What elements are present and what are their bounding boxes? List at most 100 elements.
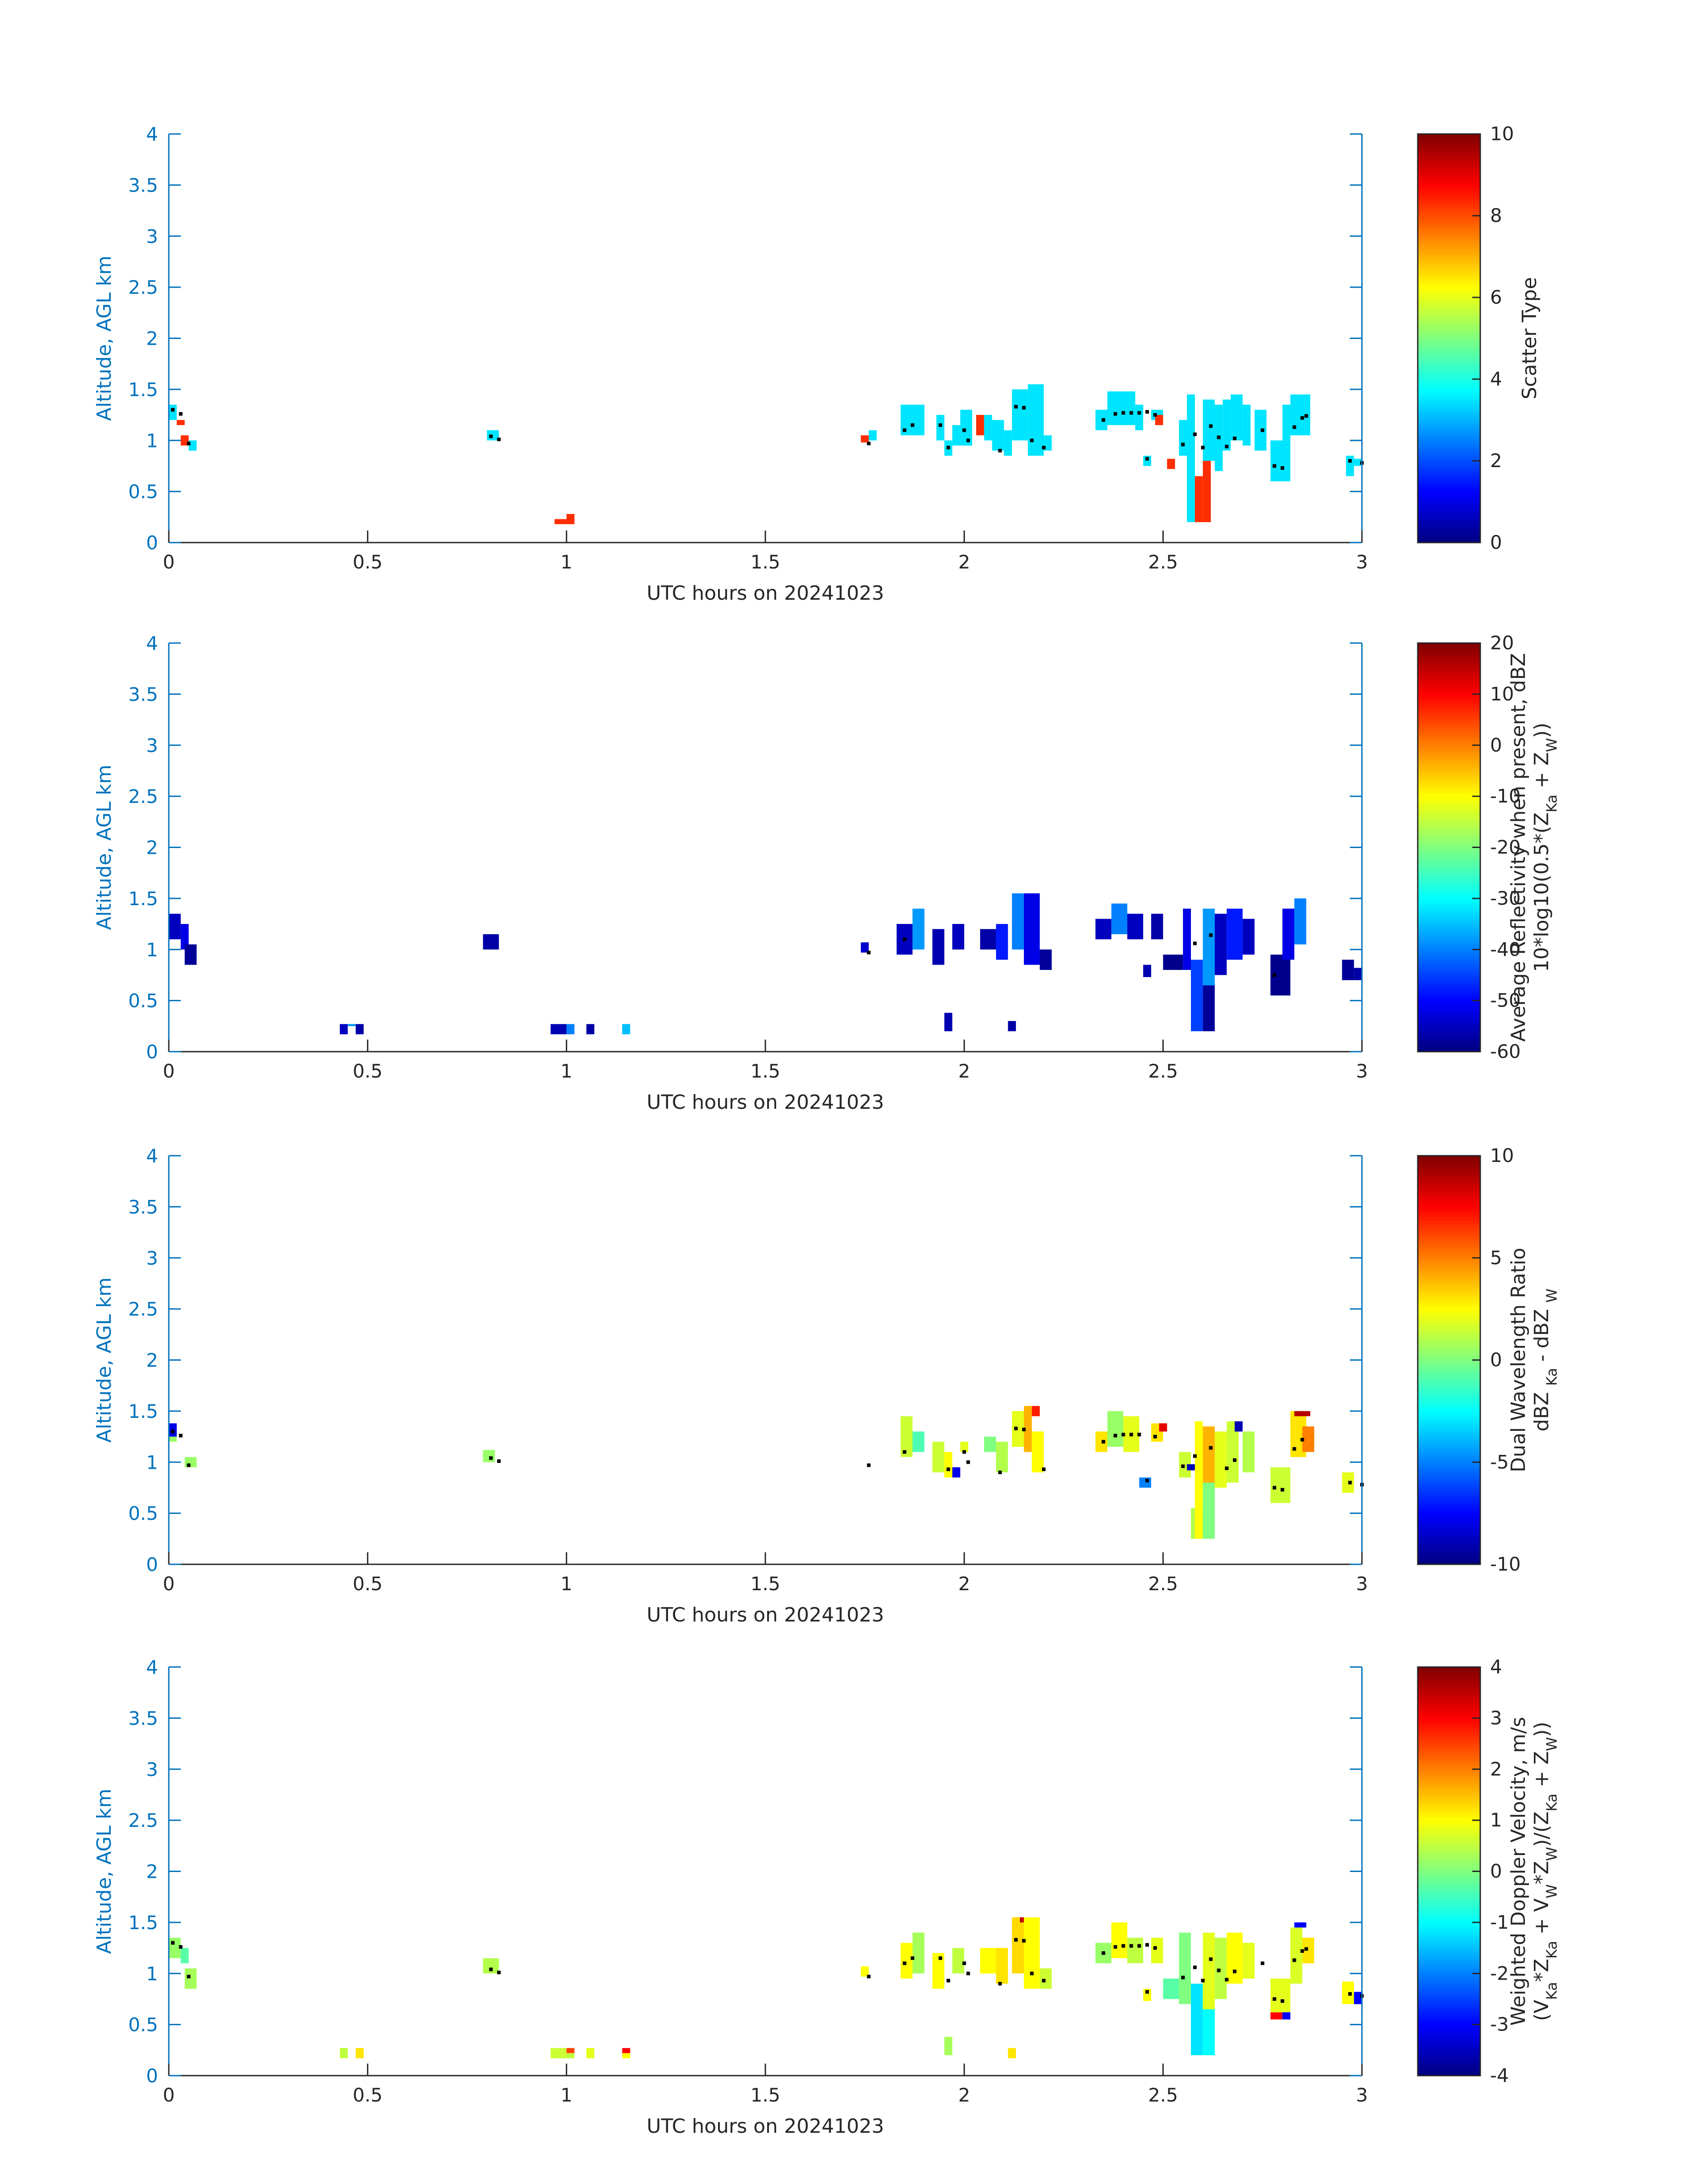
colorbar-segment — [1418, 2007, 1480, 2012]
colorbar-tick-label: -4 — [1490, 2064, 1509, 2086]
data-cell — [1191, 960, 1203, 1032]
marker-point — [1300, 416, 1304, 420]
data-cell — [912, 908, 925, 950]
marker-point — [1193, 432, 1197, 436]
colorbar-segment — [1418, 1731, 1480, 1736]
colorbar-segment — [1418, 874, 1480, 879]
data-cell — [1183, 908, 1191, 970]
data-cell — [1127, 914, 1144, 940]
colorbar-segment — [1418, 1401, 1480, 1405]
colorbar-segment — [1418, 1374, 1480, 1378]
colorbar-segment — [1418, 222, 1480, 226]
colorbar-segment — [1418, 1176, 1480, 1180]
colorbar-segment — [1418, 1766, 1480, 1770]
colorbar-segment — [1418, 423, 1480, 427]
colorbar-segment — [1418, 840, 1480, 844]
colorbar-segment — [1418, 226, 1480, 230]
colorbar-segment — [1418, 1421, 1480, 1425]
data-cell — [566, 514, 575, 524]
y-tick-label: 3.5 — [128, 1707, 158, 1729]
colorbar-segment — [1418, 243, 1480, 247]
colorbar-segment — [1418, 1970, 1480, 1974]
colorbar-segment — [1418, 1677, 1480, 1681]
colorbar-segment — [1418, 437, 1480, 441]
y-axis-label: Altitude, AGL km — [93, 1277, 116, 1442]
colorbar-segment — [1418, 656, 1480, 661]
data-cell — [944, 1013, 952, 1032]
colorbar-segment — [1418, 1503, 1480, 1507]
colorbar-segment — [1418, 1017, 1480, 1022]
marker-point — [1209, 1957, 1213, 1961]
colorbar-segment — [1418, 1926, 1480, 1930]
colorbar-segment — [1418, 1820, 1480, 1824]
colorbar-segment — [1418, 144, 1480, 148]
data-cell — [984, 415, 992, 441]
y-tick-label: 1.5 — [128, 1400, 158, 1422]
y-tick-label: 2.5 — [128, 1298, 158, 1320]
colorbar-segment — [1418, 2021, 1480, 2025]
data-cell — [188, 440, 197, 451]
data-cell — [1187, 1464, 1195, 1471]
colorbar-segment — [1418, 1527, 1480, 1531]
colorbar-segment — [1418, 1383, 1480, 1388]
marker-point — [1232, 1969, 1236, 1973]
data-cell — [1155, 415, 1163, 425]
colorbar-segment — [1418, 1302, 1480, 1306]
colorbar-segment — [1418, 1759, 1480, 1763]
colorbar-segment — [1418, 881, 1480, 886]
marker-point — [179, 1945, 183, 1949]
colorbar-segment — [1418, 1217, 1480, 1221]
colorbar-segment — [1418, 267, 1480, 271]
colorbar-segment — [1418, 994, 1480, 998]
x-tick-label: 2 — [958, 1060, 970, 1082]
data-cell — [1040, 1968, 1052, 1989]
y-axis-label: Altitude, AGL km — [93, 1788, 116, 1954]
colorbar-segment — [1418, 1915, 1480, 1920]
data-cell — [1346, 455, 1354, 476]
marker-point — [171, 1941, 175, 1945]
colorbar-tick-label: -3 — [1490, 2014, 1509, 2035]
marker-point — [1030, 1972, 1034, 1976]
marker-point — [998, 1982, 1002, 1986]
data-cell — [932, 1442, 944, 1473]
colorbar-segment — [1418, 1411, 1480, 1415]
colorbar-segment — [1418, 1418, 1480, 1422]
y-tick-label: 0 — [146, 1041, 158, 1063]
colorbar-segment — [1418, 997, 1480, 1001]
colorbar-segment — [1418, 420, 1480, 424]
y-tick-label: 4 — [146, 1656, 158, 1678]
colorbar-segment — [1418, 721, 1480, 725]
marker-point — [1201, 446, 1205, 450]
data-cell — [1215, 914, 1227, 975]
colorbar-tick-label: 6 — [1490, 286, 1502, 308]
marker-point — [1022, 406, 1026, 410]
y-axis-label: Altitude, AGL km — [93, 765, 116, 930]
colorbar-segment — [1418, 1034, 1480, 1039]
data-cell — [1167, 459, 1175, 469]
marker-point — [946, 1467, 950, 1471]
colorbar-segment — [1418, 1190, 1480, 1194]
colorbar-segment — [1418, 529, 1480, 533]
x-tick-label: 3 — [1356, 2084, 1368, 2106]
marker-point — [966, 1972, 970, 1976]
chart-panel-4: 0 0.5 1 1.5 2 2.5 3 3.5 4 0 0.5 1 1.5 2 2.5 3 UTC hours … — [93, 1656, 1560, 2138]
y-tick-label: 0.5 — [128, 2014, 158, 2036]
colorbar-segment — [1418, 1755, 1480, 1759]
x-tick-label: 3 — [1356, 1060, 1368, 1082]
data-cell — [976, 415, 984, 435]
colorbar-tick-label: -2 — [1490, 1962, 1509, 1984]
marker-point — [1121, 1944, 1125, 1948]
colorbar-segment — [1418, 823, 1480, 827]
colorbar-segment — [1418, 868, 1480, 872]
colorbar-segment — [1418, 1697, 1480, 1702]
data-cell — [952, 425, 960, 446]
colorbar-segment — [1418, 728, 1480, 732]
colorbar-segment — [1418, 1000, 1480, 1005]
marker-point — [1113, 412, 1117, 416]
colorbar-segment — [1418, 178, 1480, 182]
colorbar-segment — [1418, 1360, 1480, 1364]
colorbar-segment — [1418, 359, 1480, 363]
colorbar-segment — [1418, 137, 1480, 142]
colorbar-segment — [1418, 1902, 1480, 1906]
colorbar-segment — [1418, 1530, 1480, 1534]
